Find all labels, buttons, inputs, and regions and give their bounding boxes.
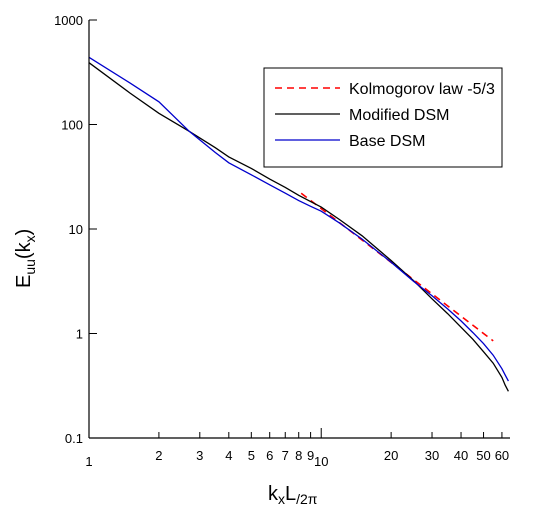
- series-layer: [88, 56, 509, 392]
- x-minor-tick-label: 2: [155, 448, 162, 463]
- x-axis-title-sub: x: [278, 491, 285, 507]
- x-minor-tick-label: 8: [295, 448, 302, 463]
- x-minor-tick-label: 30: [425, 448, 439, 463]
- y-tick-label: 1000: [54, 13, 83, 28]
- y-tick-label: 100: [61, 118, 83, 133]
- x-minor-tick-label: 3: [196, 448, 203, 463]
- y-axis-title-open: (k: [13, 241, 35, 259]
- legend-label-kolmogorov: Kolmogorov law -5/3: [349, 81, 495, 98]
- y-axis-title-sub2: x: [22, 235, 38, 242]
- x-axis-title: kxL/2π: [268, 483, 318, 507]
- base-dsm-line: [88, 56, 509, 382]
- x-minor-tick-label: 4: [225, 448, 232, 463]
- x-axis-title-tail: /2π: [296, 491, 318, 507]
- x-minor-tick-label: 9: [307, 448, 314, 463]
- x-axis-title-mid: L: [285, 483, 296, 505]
- y-axis-title: Euu(kx): [13, 229, 38, 288]
- x-minor-tick-label: 7: [282, 448, 289, 463]
- legend-label-base-dsm: Base DSM: [349, 133, 425, 150]
- x-minor-tick-label: 60: [495, 448, 509, 463]
- y-axis-title-sub: uu: [22, 259, 38, 275]
- x-major-tick-label: 10: [314, 454, 328, 469]
- modified-dsm-line: [88, 62, 509, 392]
- x-major-tick-label: 1: [85, 454, 92, 469]
- x-minor-tick-label: 6: [266, 448, 273, 463]
- y-tick-label: 0.1: [65, 431, 83, 446]
- y-axis-title-e: E: [13, 275, 35, 288]
- y-axis-title-close: ): [13, 229, 35, 236]
- y-tick-label: 10: [69, 222, 83, 237]
- x-minor-tick-label: 5: [248, 448, 255, 463]
- legend-box: [263, 67, 503, 168]
- x-minor-tick-label: 40: [454, 448, 468, 463]
- y-tick-label: 1: [76, 327, 83, 342]
- x-minor-tick-label: 20: [384, 448, 398, 463]
- x-minor-tick-label: 50: [476, 448, 490, 463]
- x-axis-title-k: k: [268, 483, 279, 505]
- legend: Kolmogorov law -5/3 Modified DSM Base DS…: [263, 67, 503, 168]
- legend-label-modified-dsm: Modified DSM: [349, 107, 449, 124]
